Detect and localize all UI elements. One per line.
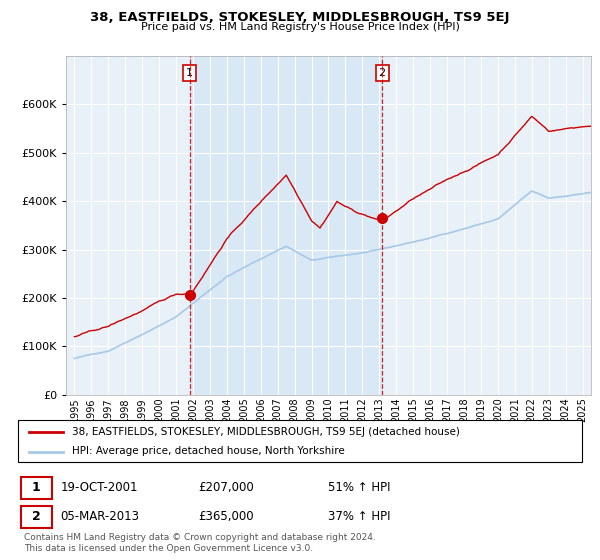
Text: 2: 2 bbox=[32, 510, 41, 524]
Text: Price paid vs. HM Land Registry's House Price Index (HPI): Price paid vs. HM Land Registry's House … bbox=[140, 22, 460, 32]
Text: 05-MAR-2013: 05-MAR-2013 bbox=[60, 510, 139, 524]
Text: 37% ↑ HPI: 37% ↑ HPI bbox=[328, 510, 391, 524]
Text: 2: 2 bbox=[379, 68, 386, 78]
Text: £207,000: £207,000 bbox=[199, 481, 254, 494]
Text: 19-OCT-2001: 19-OCT-2001 bbox=[60, 481, 138, 494]
Text: 38, EASTFIELDS, STOKESLEY, MIDDLESBROUGH, TS9 5EJ (detached house): 38, EASTFIELDS, STOKESLEY, MIDDLESBROUGH… bbox=[71, 427, 460, 437]
Text: 1: 1 bbox=[186, 68, 193, 78]
Text: 1: 1 bbox=[32, 481, 41, 494]
Text: £365,000: £365,000 bbox=[199, 510, 254, 524]
Bar bbox=[190, 56, 382, 395]
FancyBboxPatch shape bbox=[21, 477, 52, 498]
FancyBboxPatch shape bbox=[21, 506, 52, 528]
Text: HPI: Average price, detached house, North Yorkshire: HPI: Average price, detached house, Nort… bbox=[71, 446, 344, 456]
Text: 38, EASTFIELDS, STOKESLEY, MIDDLESBROUGH, TS9 5EJ: 38, EASTFIELDS, STOKESLEY, MIDDLESBROUGH… bbox=[90, 11, 510, 24]
Text: Contains HM Land Registry data © Crown copyright and database right 2024.
This d: Contains HM Land Registry data © Crown c… bbox=[24, 533, 376, 553]
Text: 51% ↑ HPI: 51% ↑ HPI bbox=[328, 481, 391, 494]
FancyBboxPatch shape bbox=[18, 420, 582, 462]
